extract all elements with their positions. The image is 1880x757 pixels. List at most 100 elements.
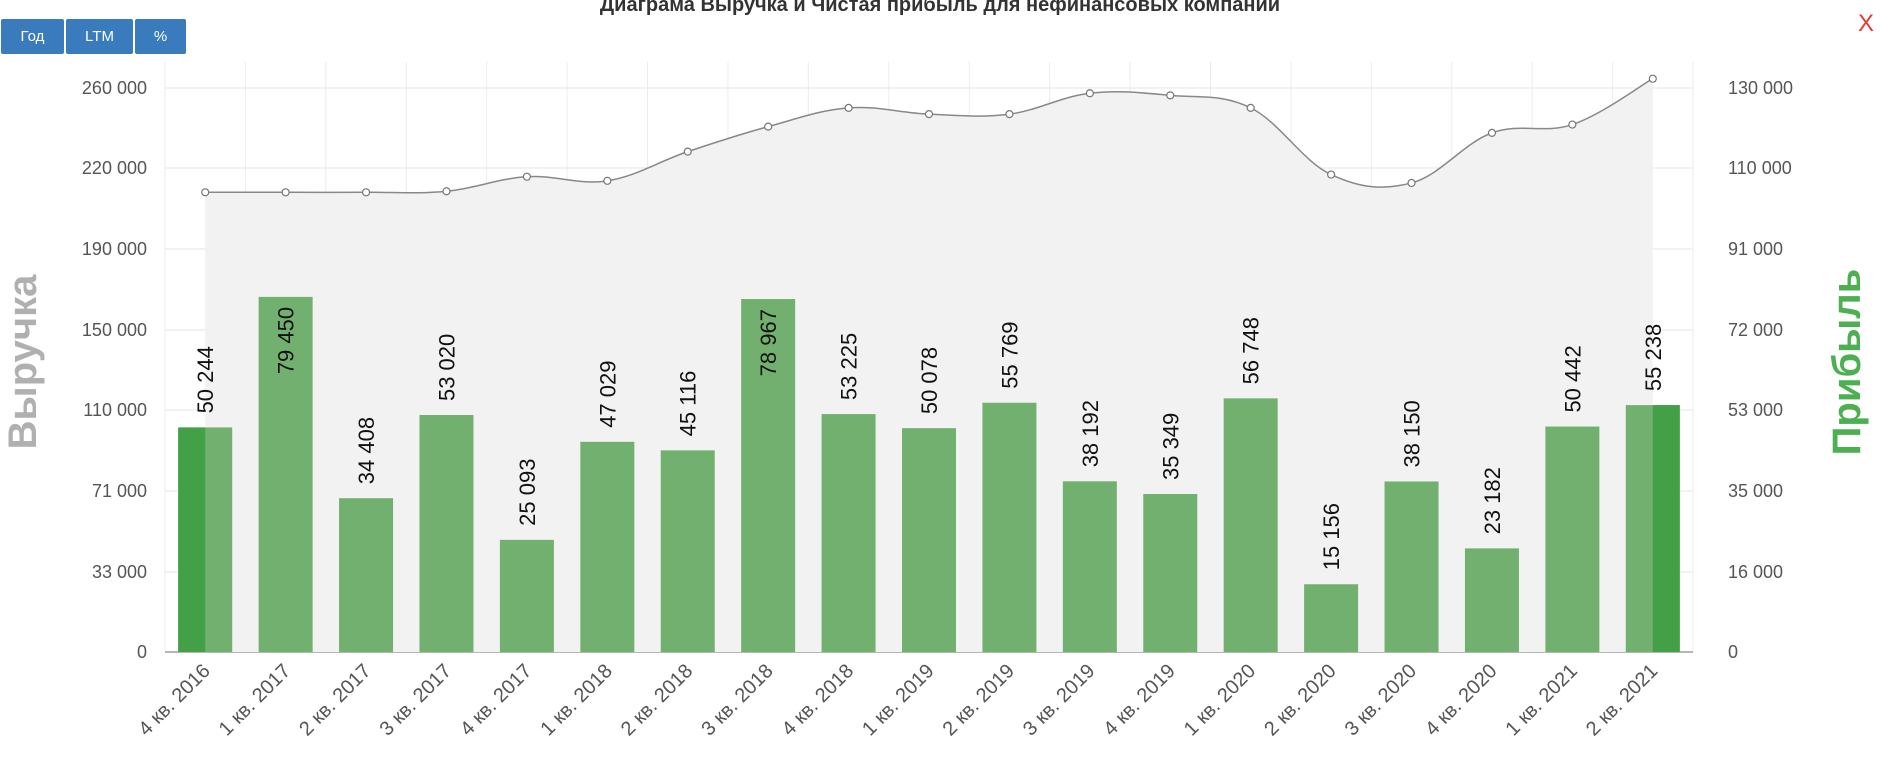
revenue-point	[1407, 178, 1416, 188]
revenue-point	[1568, 120, 1577, 129]
revenue-point	[764, 122, 773, 131]
revenue-point	[1246, 103, 1255, 112]
profit-bar	[741, 299, 796, 652]
profit-bar	[1062, 481, 1117, 652]
revenue-point	[1487, 128, 1497, 137]
percent-button[interactable]: %	[135, 19, 186, 54]
category-tick-label: 4 кв. 2016	[134, 660, 214, 740]
profit-data-label: 50 078	[917, 347, 942, 414]
profit-bar	[1384, 481, 1439, 652]
profit-data-label: 53 225	[837, 333, 862, 400]
close-icon[interactable]: X	[1857, 10, 1874, 37]
right-tick-label: 91 000	[1728, 239, 1783, 259]
category-tick-label: 4 кв. 2020	[1421, 660, 1501, 740]
revenue-point	[1085, 89, 1094, 98]
category-tick-label: 2 кв. 2020	[1260, 660, 1340, 740]
profit-bar	[1464, 548, 1519, 652]
profit-data-label: 25 093	[515, 459, 540, 526]
ltm-button[interactable]: LTM	[66, 19, 133, 54]
category-tick-label: 2 кв. 2019	[939, 660, 1019, 740]
profit-data-label: 34 408	[354, 417, 379, 484]
profit-data-label: 50 244	[193, 346, 218, 413]
revenue-point	[844, 103, 853, 112]
profit-bar	[499, 539, 554, 652]
revenue-point	[1327, 170, 1336, 179]
profit-data-label: 50 442	[1560, 345, 1585, 412]
profit-data-label: 55 769	[997, 321, 1022, 388]
profit-data-label: 53 020	[434, 334, 459, 401]
right-axis-ticks: 0 16 000 35 000 53 000 72 000 91 000 110 000 13…	[1728, 78, 1793, 662]
category-tick-label: 1 кв. 2020	[1180, 660, 1260, 740]
category-tick-label: 1 кв. 2018	[536, 660, 616, 740]
profit-bar	[821, 414, 876, 652]
left-tick-label: 260 000	[82, 78, 147, 98]
period-toolbar: Год LTM %	[1, 19, 186, 54]
right-axis-title: Прибыль	[1825, 269, 1869, 456]
left-axis-ticks: 0 33 000 71 000 110 000 150 000 190 000 220 00…	[82, 78, 147, 662]
left-tick-label: 33 000	[92, 562, 147, 582]
profit-data-label: 38 150	[1400, 400, 1425, 467]
profit-data-label: 45 116	[676, 371, 701, 437]
profit-bar	[1223, 398, 1278, 652]
revenue-point	[924, 110, 934, 119]
profit-bar	[258, 296, 313, 652]
category-tick-label: 2 кв. 2018	[617, 660, 697, 740]
right-tick-label: 110 000	[1728, 158, 1792, 178]
revenue-point	[522, 172, 531, 181]
left-tick-label: 190 000	[82, 239, 147, 259]
right-tick-label: 35 000	[1728, 481, 1783, 501]
revenue-point	[201, 188, 210, 197]
revenue-point	[683, 147, 692, 156]
profit-bar	[902, 428, 956, 652]
profit-data-label: 55 238	[1641, 324, 1666, 391]
profit-data-label: 47 029	[595, 360, 620, 427]
right-tick-label: 72 000	[1728, 320, 1783, 340]
profit-data-label: 15 156	[1319, 503, 1344, 570]
profit-data-label: 78 967	[756, 309, 781, 376]
profit-data-label: 23 182	[1480, 467, 1505, 534]
profit-bar	[339, 498, 394, 652]
profit-bar	[660, 450, 715, 652]
profit-data-label: 35 349	[1158, 413, 1183, 480]
category-axis-ticks: 4 кв. 2016 1 кв. 2017 2 кв. 2017 3 кв. 2017…	[134, 660, 1662, 740]
right-tick-label: 130 000	[1728, 78, 1793, 98]
right-tick-label: 16 000	[1728, 562, 1783, 582]
profit-bar-highlight	[178, 427, 206, 652]
profit-bar	[419, 415, 474, 652]
profit-bar-highlight	[1652, 405, 1680, 652]
left-axis-title: Выручка	[1, 274, 45, 449]
category-tick-label: 4 кв. 2018	[778, 660, 858, 740]
revenue-point	[442, 187, 451, 196]
revenue-points	[201, 74, 1657, 197]
revenue-point	[1005, 110, 1014, 119]
revenue-area	[205, 78, 1653, 652]
left-tick-label: 110 000	[83, 400, 147, 420]
profit-data-labels: 50 244 79 450 34 408 53 020 25 093 47 029 45 1…	[193, 307, 1666, 570]
left-tick-label: 150 000	[82, 320, 147, 340]
category-tick-label: 3 кв. 2018	[697, 660, 777, 740]
revenue-point	[281, 188, 290, 197]
category-tick-label: 1 кв. 2021	[1502, 660, 1582, 740]
left-tick-label: 220 000	[82, 158, 147, 178]
year-button[interactable]: Год	[1, 19, 64, 54]
revenue-point	[1648, 74, 1657, 83]
profit-bars	[178, 296, 1680, 652]
category-tick-label: 4 кв. 2017	[456, 660, 536, 740]
right-tick-label: 53 000	[1728, 400, 1783, 420]
revenue-point	[603, 176, 612, 185]
category-tick-label: 3 кв. 2020	[1341, 660, 1421, 740]
left-tick-label: 71 000	[92, 481, 147, 501]
category-tick-label: 4 кв. 2019	[1099, 660, 1179, 740]
profit-bar	[1143, 494, 1198, 652]
category-tick-label: 2 кв. 2017	[295, 660, 375, 740]
profit-bar	[982, 402, 1037, 652]
profit-data-label: 38 192	[1078, 400, 1103, 467]
category-tick-label: 1 кв. 2017	[215, 660, 295, 740]
category-tick-label: 1 кв. 2019	[858, 660, 938, 740]
revenue-point	[1166, 91, 1175, 100]
profit-bar	[1545, 426, 1600, 652]
profit-bar	[1304, 584, 1359, 652]
left-tick-label: 0	[137, 642, 147, 662]
profit-data-label: 56 748	[1239, 317, 1264, 384]
